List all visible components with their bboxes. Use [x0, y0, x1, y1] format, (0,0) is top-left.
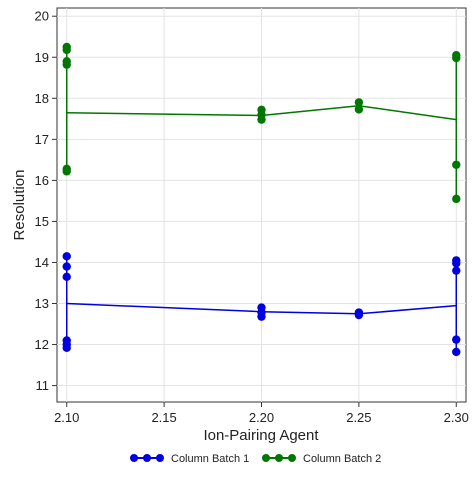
y-tick-label: 18 — [35, 91, 49, 106]
x-axis-label: Ion-Pairing Agent — [203, 427, 319, 444]
y-tick-label: 11 — [36, 378, 50, 393]
data-point — [452, 347, 461, 357]
data-point — [62, 262, 71, 271]
data-point — [62, 252, 71, 261]
y-axis-label: Resolution — [11, 170, 28, 241]
ticks: 2.10 2.15 2.20 2.25 2.30 11 12 13 14 15 16 17 18 19 20 — [35, 9, 469, 425]
data-point — [452, 160, 461, 169]
x-tick-label: 2.15 — [151, 410, 176, 425]
data-point — [354, 310, 364, 320]
legend-marker — [130, 454, 138, 462]
legend-label: Column Batch 2 — [303, 453, 381, 465]
mean-line — [66, 302, 457, 315]
data-point — [452, 194, 461, 204]
y-tick-label: 12 — [35, 337, 49, 352]
series-layer — [62, 42, 461, 357]
legend-marker — [156, 454, 164, 462]
series-2 — [62, 42, 461, 204]
x-tick-label: 2.30 — [444, 410, 469, 425]
y-tick-label: 13 — [35, 296, 49, 311]
legend-marker — [143, 454, 151, 462]
mean-line — [66, 104, 457, 121]
data-point — [354, 98, 364, 107]
data-point — [452, 335, 461, 344]
y-tick-label: 17 — [35, 132, 49, 147]
data-point — [62, 45, 71, 55]
y-tick-label: 15 — [35, 214, 49, 229]
data-point — [62, 60, 71, 69]
legend-marker — [275, 454, 283, 462]
data-point — [452, 259, 461, 268]
legend: Column Batch 1 Column Batch 2 — [130, 453, 381, 465]
data-point — [354, 105, 364, 114]
y-tick-label: 20 — [35, 9, 49, 24]
legend-marker — [262, 454, 270, 462]
y-tick-label: 19 — [35, 50, 49, 65]
data-point — [257, 312, 266, 321]
data-point — [62, 272, 71, 282]
data-point — [62, 343, 71, 353]
y-tick-label: 14 — [35, 255, 49, 270]
x-tick-label: 2.20 — [249, 410, 274, 425]
legend-marker — [288, 454, 296, 462]
y-tick-label: 16 — [35, 173, 49, 188]
data-point — [452, 266, 461, 275]
data-point — [62, 167, 71, 176]
data-point — [257, 115, 266, 124]
x-tick-label: 2.25 — [346, 410, 371, 425]
legend-label: Column Batch 1 — [171, 453, 249, 465]
data-point — [452, 53, 461, 63]
x-tick-label: 2.10 — [54, 410, 79, 425]
series-1 — [62, 252, 461, 357]
